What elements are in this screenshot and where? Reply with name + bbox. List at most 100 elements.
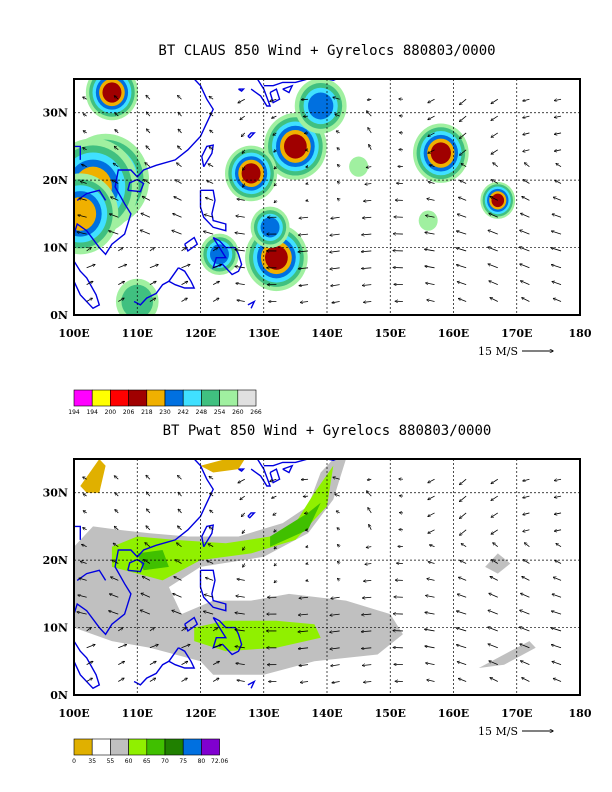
wind-vector-8 — [332, 682, 340, 683]
x-tick-label: 180 — [569, 327, 592, 340]
panel-1-colorbar: 194 194 200 206 218 230 242 248 254 260 266 — [68, 389, 262, 416]
wind-vector-111 — [553, 197, 562, 201]
panel-1-frame — [73, 78, 581, 316]
wind-vector-92 — [457, 214, 467, 218]
wind-vector-195 — [178, 96, 182, 100]
cloud-cell-5-level-3 — [241, 163, 261, 184]
wind-vector-153 — [369, 145, 372, 150]
moisture-region-0 — [74, 459, 403, 675]
wind-vector-178 — [147, 112, 151, 117]
wind-vector-140 — [461, 164, 467, 167]
colorbar-swatch-0 — [73, 738, 93, 756]
wind-vector-44 — [457, 645, 467, 649]
wind-vector-207 — [554, 99, 562, 100]
wind-vector-159 — [554, 530, 562, 531]
wind-vector-132 — [208, 164, 214, 168]
panel-2-reference-label: 15 M/S — [478, 725, 518, 738]
wind-vector-124 — [460, 560, 467, 564]
wind-vector-100 — [206, 198, 214, 201]
wind-vector-192 — [83, 97, 87, 99]
wind-vector-53 — [235, 630, 245, 631]
wind-vector-15 — [553, 678, 562, 682]
wind-vector-131 — [177, 163, 182, 167]
coastline-12 — [282, 464, 294, 474]
wind-vector-52 — [212, 628, 217, 632]
x-tick-label: 150E — [375, 327, 406, 340]
cloud-cell-13-level-8 — [349, 156, 369, 177]
wind-vector-2 — [149, 298, 156, 302]
wind-vector-46 — [520, 644, 530, 649]
colorbar-label-0: 194 — [68, 409, 80, 416]
wind-vector-95 — [552, 214, 562, 218]
wind-vector-123 — [428, 182, 435, 184]
coastline-17 — [74, 145, 81, 160]
coastline-16 — [247, 679, 256, 689]
wind-vector-62 — [520, 247, 530, 252]
wind-vector-23 — [299, 665, 309, 666]
panel-2-pwat-field — [74, 459, 536, 675]
coastline-4 — [199, 189, 227, 232]
colorbar-label-2: 200 — [105, 409, 117, 416]
panel-2-coastlines — [74, 459, 337, 690]
wind-vector-111 — [553, 577, 562, 581]
panel-1-wind-vectors — [77, 95, 562, 303]
wind-vector-14 — [522, 298, 530, 302]
wind-vector-174 — [523, 133, 530, 135]
coastline-3 — [127, 178, 145, 193]
wind-vector-144 — [83, 148, 87, 150]
wind-vector-144 — [83, 528, 87, 530]
wind-vector-40 — [330, 268, 340, 269]
wind-vector-33 — [118, 265, 126, 269]
coastline-0 — [98, 459, 214, 636]
wind-vector-176 — [83, 494, 87, 496]
wind-vector-51 — [181, 628, 186, 632]
cloud-cell-14-level-8 — [418, 210, 438, 231]
wind-vector-2 — [149, 678, 156, 682]
moisture-region-3 — [137, 550, 169, 571]
wind-vector-68 — [204, 231, 214, 235]
wind-vector-27 — [426, 283, 435, 286]
x-tick-label: 170E — [501, 327, 532, 340]
wind-vector-163 — [178, 509, 182, 514]
wind-vector-185 — [367, 491, 372, 497]
wind-vector-31 — [552, 282, 562, 286]
wind-vector-114 — [144, 180, 151, 184]
wind-vector-130 — [145, 543, 151, 547]
colorbar-swatch-7 — [201, 738, 220, 756]
x-tick-label: 120E — [185, 707, 216, 720]
panel-2-reference-vector: 15 M/S — [478, 725, 553, 738]
wind-vector-67 — [172, 610, 182, 615]
wind-vector-75 — [425, 232, 435, 235]
wind-vector-7 — [300, 302, 309, 303]
wind-vector-17 — [118, 661, 124, 666]
wind-vector-20 — [212, 661, 219, 666]
wind-vector-168 — [336, 511, 340, 513]
wind-vector-179 — [178, 112, 182, 117]
wind-vector-77 — [488, 610, 498, 615]
wind-vector-149 — [242, 529, 246, 534]
wind-vector-162 — [147, 129, 151, 134]
wind-vector-126 — [523, 560, 530, 564]
wind-vector-191 — [554, 496, 562, 497]
coastline-2 — [201, 524, 215, 548]
wind-vector-116 — [207, 561, 214, 564]
wind-vector-197 — [238, 478, 245, 483]
wind-vector-139 — [430, 165, 435, 167]
wind-vector-43 — [425, 646, 435, 649]
wind-vector-81 — [109, 594, 119, 598]
coastline-7 — [167, 267, 196, 289]
wind-vector-44 — [457, 265, 467, 269]
wind-vector-7 — [300, 682, 309, 683]
wind-vector-99 — [174, 577, 182, 581]
wind-vector-64 — [77, 612, 87, 615]
wind-vector-164 — [210, 130, 214, 134]
colorbar-swatch-3 — [128, 389, 148, 407]
wind-vector-101 — [237, 579, 245, 580]
wind-vector-21 — [236, 663, 245, 664]
wind-vector-178 — [147, 492, 151, 497]
wind-vector-65 — [109, 231, 119, 235]
coastline-17 — [74, 525, 81, 540]
wind-vector-13 — [490, 298, 498, 302]
cloud-cell-9-level-3 — [265, 245, 288, 270]
wind-vector-49 — [118, 628, 122, 632]
